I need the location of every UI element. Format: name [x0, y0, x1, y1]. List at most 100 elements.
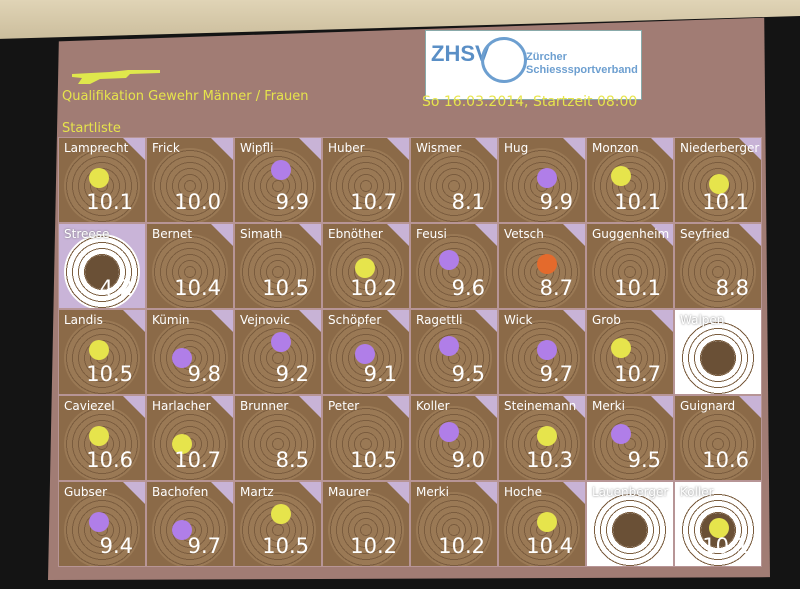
rifle-icon — [72, 70, 160, 84]
corner-marker — [387, 138, 409, 160]
shot-marker — [89, 168, 109, 188]
shooter-cell: Feusi 9.6 — [410, 223, 498, 309]
shooter-name: Bachofen — [152, 485, 209, 499]
shooter-cell: Koller 9.0 — [410, 395, 498, 481]
shot-score: 10.4 — [174, 276, 221, 300]
corner-marker — [211, 396, 233, 418]
target-icon — [416, 234, 492, 308]
target-icon — [240, 234, 316, 308]
target-icon — [592, 234, 668, 308]
target-icon — [416, 492, 492, 566]
shooter-cell: Vetsch 8.7 — [498, 223, 586, 309]
target-icon — [592, 148, 668, 222]
shooter-name: Simath — [240, 227, 283, 241]
logo-abbreviation: ZHSV — [431, 41, 490, 66]
shot-score: 9.9 — [275, 190, 309, 214]
target-icon — [328, 492, 404, 566]
corner-marker — [475, 138, 497, 160]
target-icon — [240, 406, 316, 480]
shot-score: 10.7 — [614, 362, 661, 386]
shooter-name: Merki — [592, 399, 625, 413]
shooter-name: Ragettli — [416, 313, 463, 327]
shooter-cell: Niederberger 10.1 — [674, 137, 762, 223]
corner-marker — [563, 138, 585, 160]
shooter-cell: Vejnovic 9.2 — [234, 309, 322, 395]
shot-marker — [271, 504, 291, 524]
shooter-name: Niederberger — [680, 141, 760, 155]
corner-marker — [123, 310, 145, 332]
shooter-name: Koller — [680, 485, 714, 499]
shot-marker — [271, 332, 291, 352]
shot-marker — [611, 338, 631, 358]
corner-marker — [299, 310, 321, 332]
target-icon — [152, 234, 228, 308]
shooter-cell: Walpen — [674, 309, 762, 395]
shooter-name: Walpen — [680, 313, 725, 327]
shooter-name: Streese — [64, 227, 110, 241]
shooter-cell: Wismer 8.1 — [410, 137, 498, 223]
corner-marker — [123, 138, 145, 160]
shot-score: 4.2 — [99, 276, 133, 300]
shooter-name: Lauenberger — [592, 485, 669, 499]
shot-score: 10.5 — [262, 276, 309, 300]
shot-marker — [611, 424, 631, 444]
shot-score: 10.1 — [702, 534, 749, 558]
shot-marker — [709, 518, 729, 538]
shooter-cell: Wipfli 9.9 — [234, 137, 322, 223]
shooter-cell: Lamprecht 10.1 — [58, 137, 146, 223]
corner-marker — [475, 482, 497, 504]
shooter-cell: Ragettli 9.5 — [410, 309, 498, 395]
corner-marker — [651, 310, 673, 332]
shot-marker — [172, 520, 192, 540]
shooter-cell: Hug 9.9 — [498, 137, 586, 223]
corner-marker — [299, 396, 321, 418]
shooter-name: Wipfli — [240, 141, 274, 155]
shooter-name: Wick — [504, 313, 533, 327]
shot-score: 9.1 — [363, 362, 397, 386]
target-icon — [152, 148, 228, 222]
shot-marker — [537, 254, 557, 274]
competition-title: Qualifikation Gewehr Männer / Frauen — [62, 89, 309, 104]
shot-score: 9.5 — [451, 362, 485, 386]
shooter-name: Vejnovic — [240, 313, 290, 327]
shooter-name: Harlacher — [152, 399, 211, 413]
shooter-cell: Caviezel 10.6 — [58, 395, 146, 481]
corner-marker — [387, 482, 409, 504]
shot-score: 8.1 — [451, 190, 485, 214]
shooter-cell: Merki 9.5 — [586, 395, 674, 481]
corner-marker — [211, 482, 233, 504]
corner-marker — [299, 224, 321, 246]
shooter-name: Frick — [152, 141, 180, 155]
shooter-name: Grob — [592, 313, 621, 327]
shooter-name: Bernet — [152, 227, 193, 241]
target-icon — [592, 320, 668, 394]
corner-marker — [739, 224, 761, 246]
shooter-name: Guggenheim — [592, 227, 670, 241]
shooter-cell: Merki 10.2 — [410, 481, 498, 567]
shooter-cell: Guignard 10.6 — [674, 395, 762, 481]
shooter-name: Lamprecht — [64, 141, 129, 155]
target-icon — [680, 234, 756, 308]
corner-marker — [651, 224, 673, 246]
corner-marker — [387, 224, 409, 246]
target-icon — [592, 492, 668, 566]
corner-marker — [211, 138, 233, 160]
corner-marker — [123, 396, 145, 418]
shooter-cell: Grob 10.7 — [586, 309, 674, 395]
shot-score: 10.7 — [174, 448, 221, 472]
shot-score: 9.6 — [451, 276, 485, 300]
shot-marker — [537, 426, 557, 446]
shooter-name: Kümin — [152, 313, 190, 327]
logo-emblem — [481, 37, 527, 83]
shot-score: 10.4 — [526, 534, 573, 558]
target-icon — [328, 406, 404, 480]
corner-marker — [563, 224, 585, 246]
shooter-cell: Seyfried 8.8 — [674, 223, 762, 309]
corner-marker — [739, 138, 761, 160]
shot-marker — [439, 422, 459, 442]
shot-score: 10.5 — [262, 534, 309, 558]
shot-marker — [172, 348, 192, 368]
shooter-cell: Huber 10.7 — [322, 137, 410, 223]
shot-marker — [537, 340, 557, 360]
target-icon — [64, 234, 140, 308]
